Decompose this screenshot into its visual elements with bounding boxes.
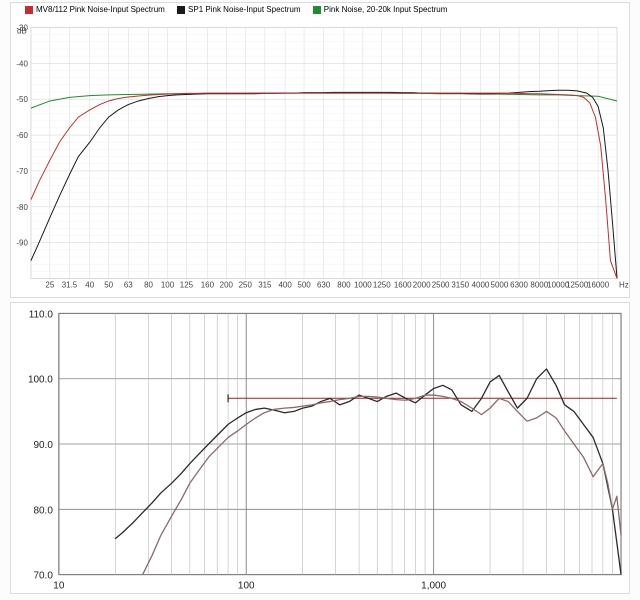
svg-text:160: 160 <box>201 281 215 290</box>
svg-text:16000: 16000 <box>587 281 610 290</box>
svg-text:-50: -50 <box>16 95 28 104</box>
top-spectrum-chart: MV8/112 Pink Noise-Input Spectrum SP1 Pi… <box>10 2 630 298</box>
svg-text:2000: 2000 <box>413 281 431 290</box>
svg-text:-90: -90 <box>16 239 28 248</box>
legend-swatch-3 <box>313 6 321 14</box>
svg-text:250: 250 <box>239 281 253 290</box>
svg-text:1000: 1000 <box>354 281 372 290</box>
svg-text:-60: -60 <box>16 131 28 140</box>
dual-spectrum-chart-page: { "figure_width":640,"figure_height":600… <box>0 0 640 600</box>
top-plot-svg: -30-40-50-60-70-80-90dB2531.540506380100… <box>11 3 629 297</box>
svg-text:50: 50 <box>104 281 113 290</box>
svg-text:200: 200 <box>220 281 234 290</box>
svg-text:100.0: 100.0 <box>28 375 53 386</box>
svg-text:100: 100 <box>161 281 175 290</box>
legend-item-2: SP1 Pink Noise-Input Spectrum <box>177 5 301 14</box>
legend-item-1: MV8/112 Pink Noise-Input Spectrum <box>25 5 165 14</box>
bottom-plot-svg: 70.0 80.0 90.0 100.0 110.0 10 100 1,000 <box>11 303 629 593</box>
svg-text:80: 80 <box>144 281 153 290</box>
svg-text:1600: 1600 <box>394 281 412 290</box>
svg-text:100: 100 <box>238 581 255 592</box>
svg-text:3150: 3150 <box>451 281 469 290</box>
svg-text:25: 25 <box>45 281 54 290</box>
svg-text:12500: 12500 <box>566 281 589 290</box>
svg-text:400: 400 <box>278 281 292 290</box>
svg-text:800: 800 <box>337 281 351 290</box>
svg-text:500: 500 <box>297 281 311 290</box>
svg-text:80.0: 80.0 <box>33 505 53 516</box>
svg-text:1250: 1250 <box>373 281 391 290</box>
svg-text:5000: 5000 <box>491 281 509 290</box>
svg-text:2500: 2500 <box>432 281 450 290</box>
top-legend: MV8/112 Pink Noise-Input Spectrum SP1 Pi… <box>25 5 457 14</box>
svg-text:110.0: 110.0 <box>29 309 54 320</box>
bottom-response-chart: 70.0 80.0 90.0 100.0 110.0 10 100 1,000 <box>10 302 630 594</box>
svg-text:4000: 4000 <box>472 281 490 290</box>
svg-text:8000: 8000 <box>530 281 548 290</box>
legend-label-2: SP1 Pink Noise-Input Spectrum <box>188 5 301 14</box>
svg-text:70.0: 70.0 <box>33 571 53 582</box>
legend-label-1: MV8/112 Pink Noise-Input Spectrum <box>36 5 165 14</box>
svg-text:40: 40 <box>85 281 94 290</box>
svg-text:6300: 6300 <box>510 281 528 290</box>
legend-swatch-1 <box>25 6 33 14</box>
svg-text:10: 10 <box>53 581 65 592</box>
svg-text:630: 630 <box>317 281 331 290</box>
svg-text:90.0: 90.0 <box>33 440 53 451</box>
svg-text:dB: dB <box>17 26 27 35</box>
svg-text:63: 63 <box>124 281 133 290</box>
legend-label-3: Pink Noise, 20-20k Input Spectrum <box>324 5 448 14</box>
svg-text:-70: -70 <box>16 167 28 176</box>
svg-text:-80: -80 <box>16 203 28 212</box>
svg-text:315: 315 <box>258 281 272 290</box>
svg-text:-40: -40 <box>16 59 28 68</box>
legend-item-3: Pink Noise, 20-20k Input Spectrum <box>313 5 448 14</box>
svg-text:125: 125 <box>180 281 194 290</box>
svg-text:1,000: 1,000 <box>421 581 446 592</box>
legend-swatch-2 <box>177 6 185 14</box>
svg-text:Hz: Hz <box>619 281 629 290</box>
svg-text:31.5: 31.5 <box>62 281 78 290</box>
